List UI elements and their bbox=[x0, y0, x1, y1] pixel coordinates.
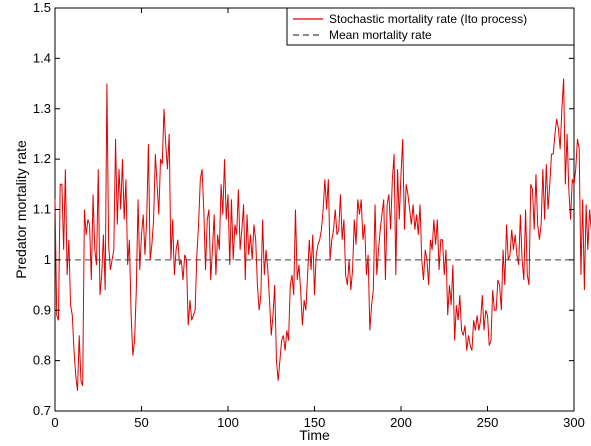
x-tick-label: 300 bbox=[563, 415, 585, 430]
legend-label-stochastic: Stochastic mortality rate (Ito process) bbox=[329, 12, 527, 26]
x-tick-label: 150 bbox=[304, 415, 326, 430]
legend-box bbox=[286, 7, 575, 46]
series-layer bbox=[54, 78, 591, 391]
plot-area: 0 50 100 150 200 250 300 0.7 0.8 0.9 1 1.1 1.2 1.3 1.4… bbox=[33, 0, 591, 430]
y-tick-label: 1 bbox=[44, 252, 51, 267]
y-tick-label: 0.8 bbox=[33, 353, 51, 368]
y-tick-label: 1.1 bbox=[33, 202, 51, 217]
x-tick-label: 0 bbox=[51, 415, 58, 430]
y-tick-label: 0.9 bbox=[33, 302, 51, 317]
y-tick-label: 0.7 bbox=[33, 403, 51, 418]
legend-label-mean: Mean mortality rate bbox=[329, 28, 432, 42]
legend: Stochastic mortality rate (Ito process) … bbox=[286, 7, 575, 46]
x-tick-label: 100 bbox=[217, 415, 239, 430]
y-tick-label: 1.5 bbox=[33, 0, 51, 15]
y-axis-title: Predator mortality rate bbox=[13, 140, 29, 279]
x-tick-label: 50 bbox=[134, 415, 148, 430]
ticks-layer: 0 50 100 150 200 250 300 0.7 0.8 0.9 1 1.1 1.2 1.3 1.4… bbox=[33, 0, 585, 430]
series-line-stochastic bbox=[54, 78, 591, 391]
y-tick-label: 1.4 bbox=[33, 50, 51, 65]
x-tick-label: 250 bbox=[477, 415, 499, 430]
x-tick-label: 200 bbox=[390, 415, 412, 430]
y-tick-label: 1.3 bbox=[33, 101, 51, 116]
x-axis-title: Time bbox=[299, 427, 330, 443]
y-tick-label: 1.2 bbox=[33, 151, 51, 166]
